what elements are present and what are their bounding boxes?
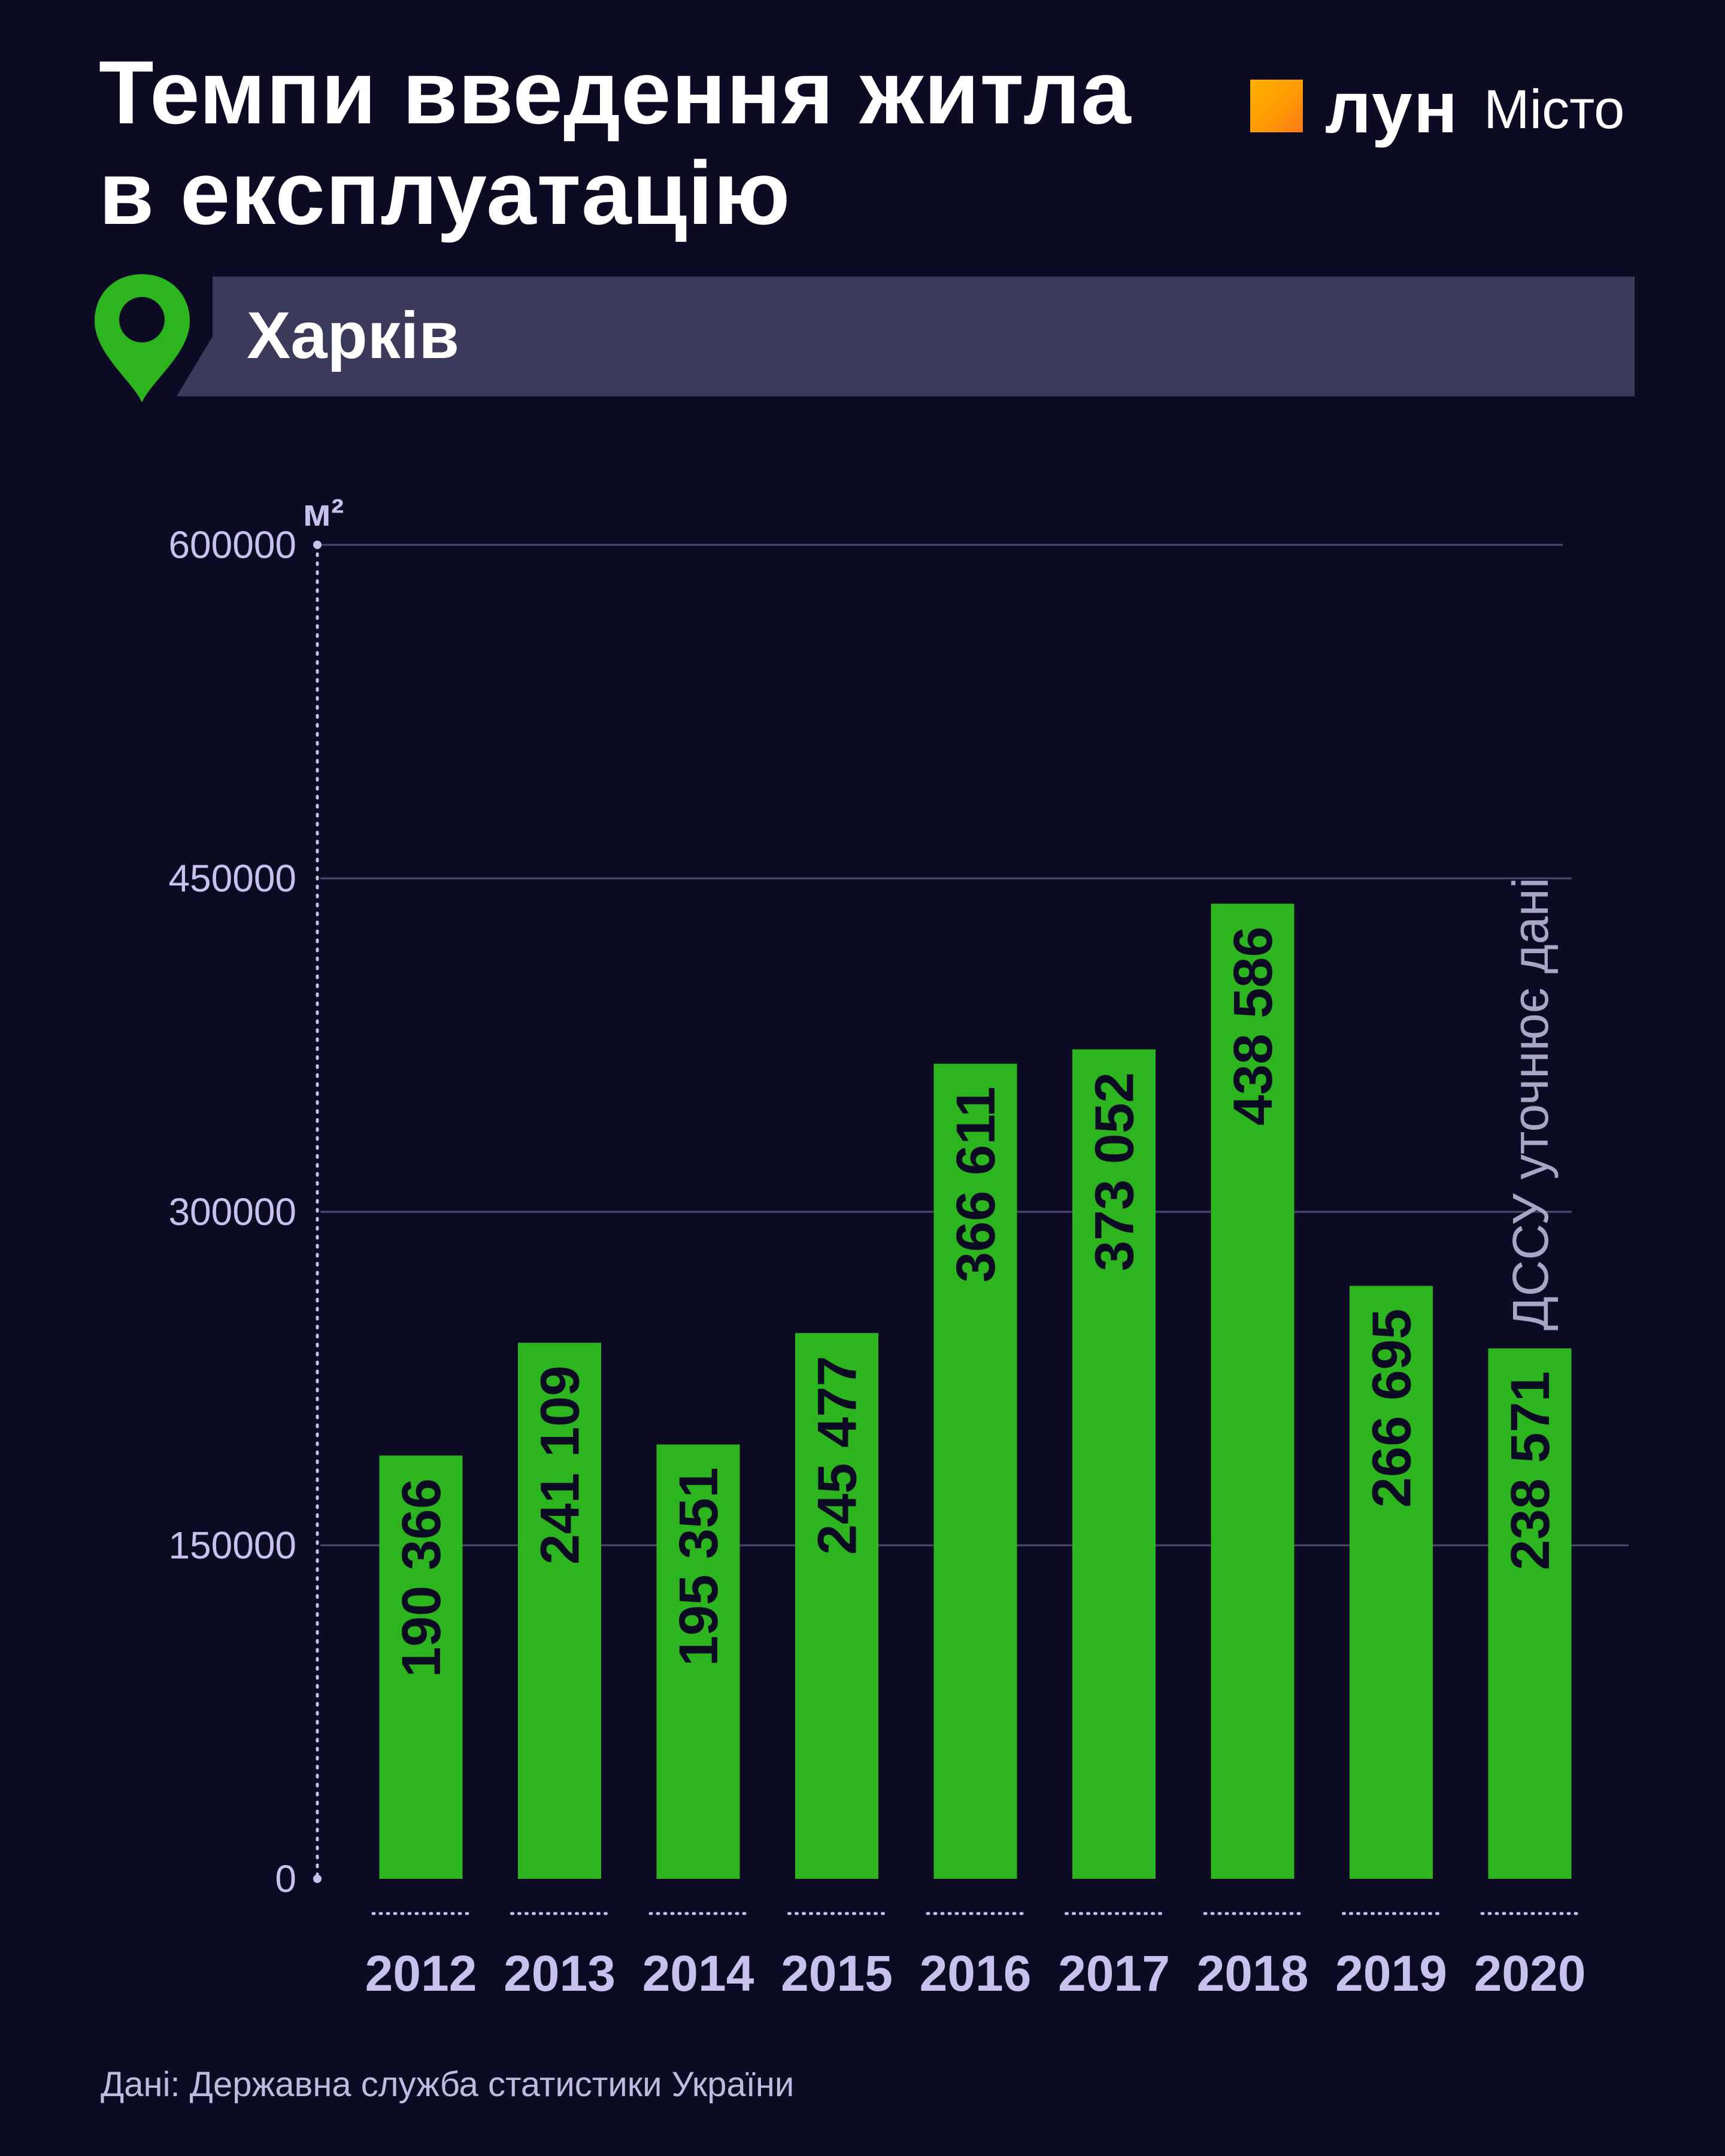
bar bbox=[1072, 1049, 1156, 1879]
x-tick-label: 2019 bbox=[1335, 1945, 1447, 2002]
x-tick-label: 2012 bbox=[365, 1945, 477, 2002]
bar-value-label: 373 052 bbox=[1084, 1072, 1145, 1272]
x-tick-label: 2018 bbox=[1197, 1945, 1309, 2002]
bar-value-label: 190 366 bbox=[391, 1478, 452, 1678]
bar-chart: м² 0 150000 300000 450000 600000 190 366 2012 24… bbox=[168, 491, 1629, 2002]
map-pin-icon bbox=[95, 274, 190, 402]
bar-value-label: 195 351 bbox=[668, 1467, 729, 1667]
brand-logo: лун Місто bbox=[1250, 66, 1633, 148]
bar bbox=[379, 1455, 463, 1879]
city-name: Харків bbox=[247, 299, 459, 372]
y-tick-label: 600000 bbox=[168, 523, 296, 566]
brand-suffix: Місто bbox=[1484, 79, 1625, 140]
brand-name: лун bbox=[1325, 66, 1459, 148]
y-axis-end-dot bbox=[313, 1875, 322, 1883]
bar bbox=[795, 1333, 878, 1879]
bar-value-label: 238 571 bbox=[1500, 1371, 1561, 1570]
y-axis-end-dot bbox=[313, 541, 322, 549]
brand-square-icon bbox=[1250, 80, 1303, 132]
bar-value-label: 245 477 bbox=[807, 1356, 868, 1555]
x-tick-label: 2020 bbox=[1474, 1945, 1586, 2002]
bar bbox=[933, 1063, 1017, 1879]
source-note: Дані: Державна служба статистики України bbox=[101, 2065, 795, 2104]
x-tick-label: 2014 bbox=[642, 1945, 754, 2002]
y-tick-label: 450000 bbox=[168, 857, 296, 900]
x-tick-label: 2013 bbox=[504, 1945, 616, 2002]
y-tick-label: 0 bbox=[275, 1857, 296, 1900]
page-title: Темпи введення житла в експлуатацію bbox=[99, 42, 1177, 243]
x-tick-label: 2016 bbox=[920, 1945, 1032, 2002]
title-line-2: в експлуатацію bbox=[99, 142, 791, 243]
title-line-1: Темпи введення житла bbox=[99, 42, 1132, 142]
bar bbox=[1350, 1285, 1433, 1879]
bar-value-label: 241 109 bbox=[530, 1366, 591, 1565]
y-axis-unit-label: м² bbox=[303, 491, 344, 534]
bar-value-label: 266 695 bbox=[1362, 1309, 1423, 1508]
bar bbox=[518, 1342, 601, 1879]
bar bbox=[1488, 1348, 1572, 1879]
x-tick-label: 2017 bbox=[1058, 1945, 1170, 2002]
y-tick-label: 300000 bbox=[168, 1190, 296, 1233]
bar bbox=[656, 1444, 740, 1879]
data-note-annotation: ДССУ уточнює дані bbox=[1502, 877, 1559, 1330]
bar-value-label: 438 586 bbox=[1223, 926, 1284, 1126]
city-banner bbox=[177, 277, 1635, 396]
bar-value-label: 366 611 bbox=[945, 1087, 1006, 1282]
bar bbox=[1211, 903, 1294, 1879]
x-tick-label: 2015 bbox=[781, 1945, 893, 2002]
y-tick-label: 150000 bbox=[168, 1524, 296, 1567]
